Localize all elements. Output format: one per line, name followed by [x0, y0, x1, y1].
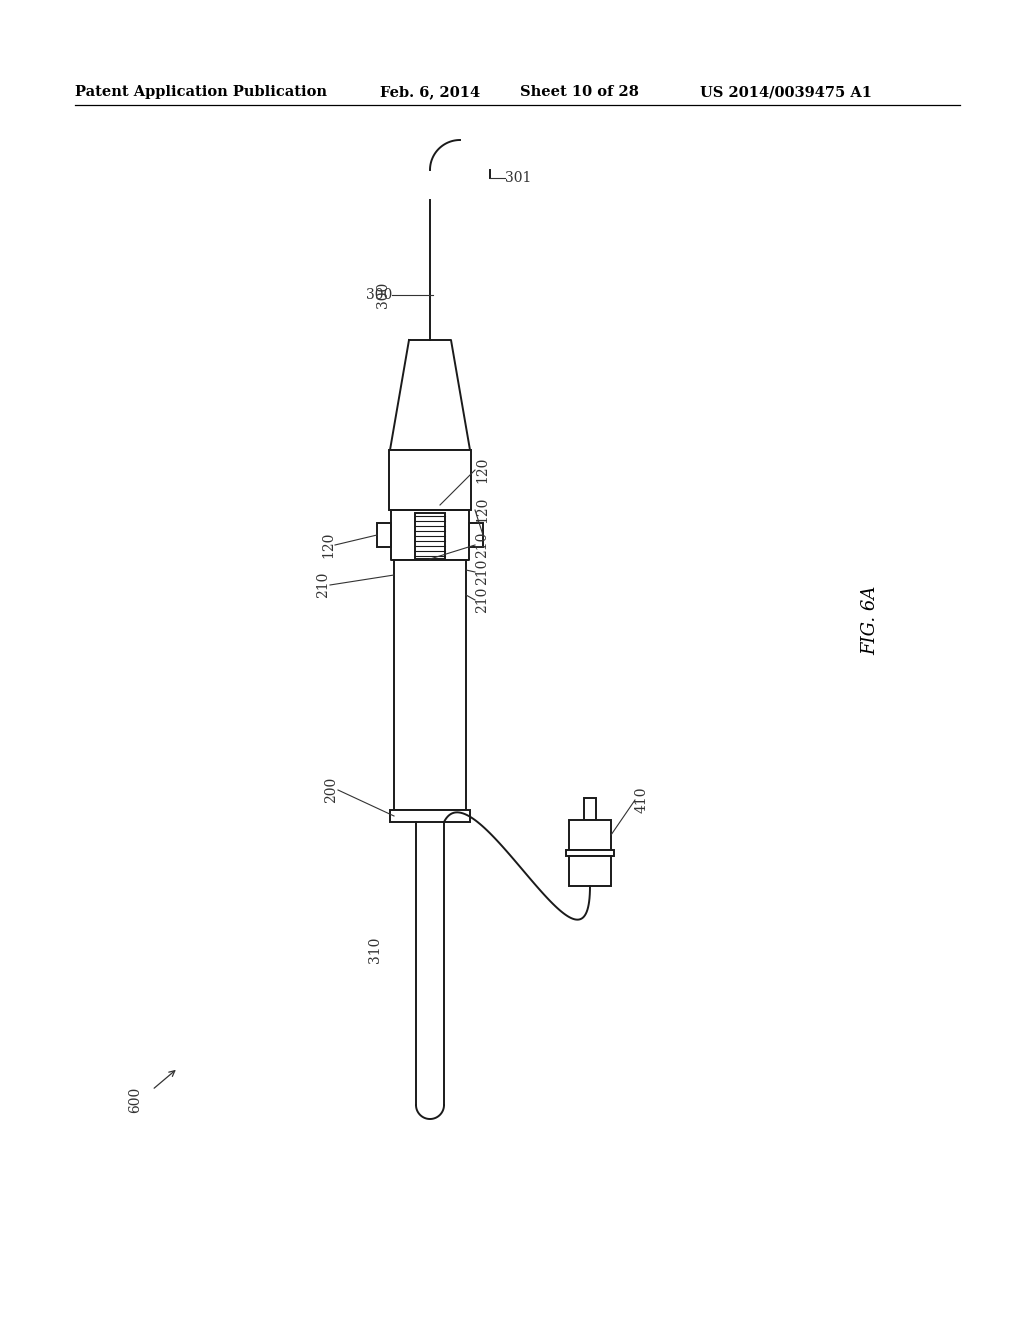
- Text: FIG. 6A: FIG. 6A: [861, 585, 879, 655]
- Text: 210: 210: [475, 587, 489, 614]
- Bar: [584, 799, 596, 820]
- Text: 200: 200: [324, 777, 338, 803]
- Bar: [566, 850, 614, 855]
- Text: 301: 301: [505, 172, 531, 185]
- Text: 210: 210: [316, 572, 330, 598]
- Text: Patent Application Publication: Patent Application Publication: [75, 84, 327, 99]
- Text: Sheet 10 of 28: Sheet 10 of 28: [520, 84, 639, 99]
- Text: 600: 600: [128, 1086, 142, 1113]
- Bar: [569, 855, 611, 886]
- Text: 210: 210: [475, 558, 489, 585]
- Text: Feb. 6, 2014: Feb. 6, 2014: [380, 84, 480, 99]
- Bar: [415, 513, 445, 558]
- Text: 310: 310: [368, 937, 382, 964]
- Text: 120: 120: [475, 457, 489, 483]
- Text: 300: 300: [366, 288, 392, 302]
- Text: US 2014/0039475 A1: US 2014/0039475 A1: [700, 84, 872, 99]
- Bar: [469, 523, 483, 546]
- Bar: [389, 450, 471, 510]
- Text: 120: 120: [475, 496, 489, 523]
- Text: 210: 210: [475, 532, 489, 558]
- Text: 120: 120: [321, 532, 335, 558]
- Bar: [569, 820, 611, 850]
- Text: 300: 300: [376, 282, 390, 308]
- Bar: [377, 523, 391, 546]
- Bar: [390, 810, 470, 822]
- Text: 410: 410: [635, 787, 649, 813]
- Bar: [394, 560, 466, 810]
